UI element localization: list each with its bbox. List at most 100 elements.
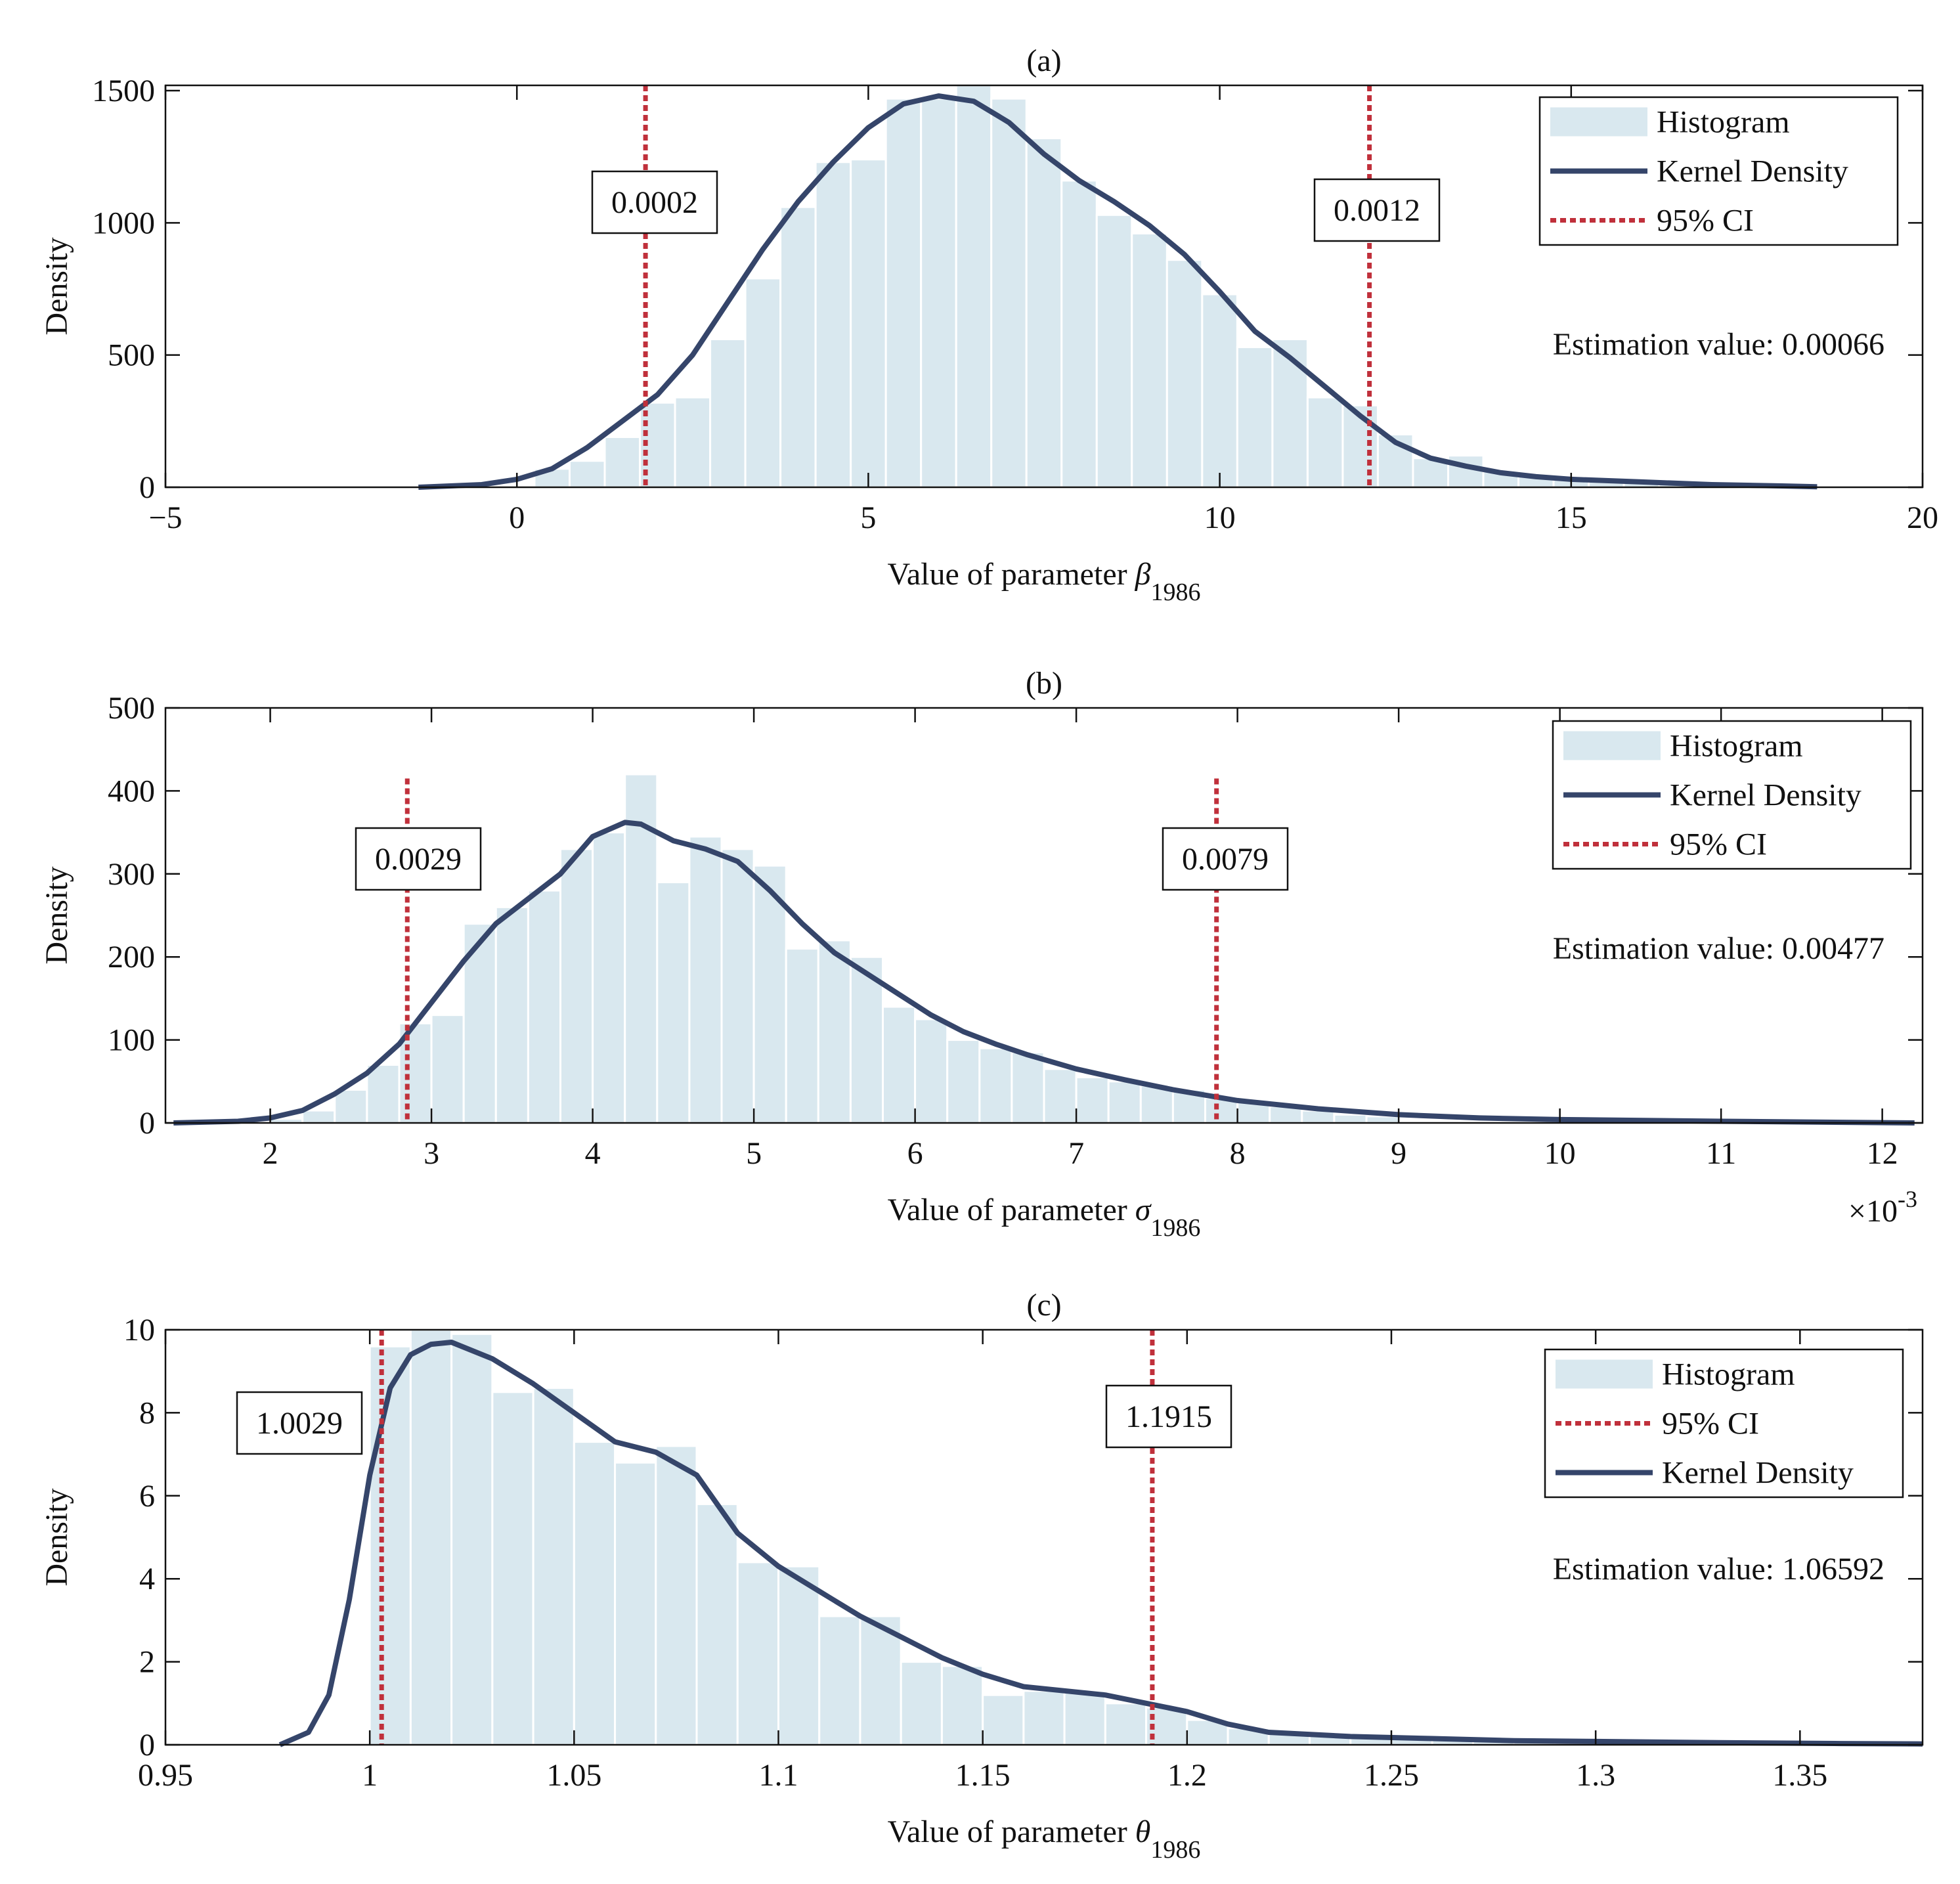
histogram-bar bbox=[450, 1332, 494, 1746]
histogram-bar bbox=[849, 955, 884, 1124]
x-tick-label: 15 bbox=[1556, 500, 1587, 535]
legend-entry: Kernel Density bbox=[1657, 154, 1848, 189]
histogram-bar bbox=[559, 848, 594, 1124]
histogram-bar bbox=[568, 460, 606, 489]
histogram-bar bbox=[1333, 1113, 1368, 1124]
x-tick-label: 1.2 bbox=[1167, 1758, 1207, 1793]
histogram-bar bbox=[777, 1565, 821, 1746]
histogram-bar bbox=[1236, 346, 1274, 489]
y-tick-label: 200 bbox=[108, 940, 155, 975]
legend-entry: 95% CI bbox=[1670, 827, 1767, 862]
histogram-bar bbox=[1447, 454, 1485, 489]
ci-label-box bbox=[1313, 178, 1441, 242]
x-tick-label: 0.95 bbox=[138, 1758, 193, 1793]
ci-label-b-upper: 0.0079 bbox=[1182, 842, 1269, 877]
x-tick-label: 1.05 bbox=[546, 1758, 601, 1793]
histogram-bar bbox=[955, 84, 993, 489]
x-tick-label: 20 bbox=[1907, 500, 1938, 535]
histogram-c bbox=[368, 1328, 1924, 1746]
histogram-bar bbox=[1025, 137, 1063, 489]
ci-label-c-upper: 1.1915 bbox=[1125, 1399, 1212, 1434]
histogram-bar bbox=[940, 1665, 984, 1746]
histogram-bar bbox=[695, 1502, 739, 1746]
y-tick-label: 8 bbox=[139, 1395, 155, 1430]
panel-title-a: (a) bbox=[1026, 43, 1061, 78]
legend-entry: 95% CI bbox=[1657, 204, 1754, 238]
x-axis-label-c: Value of parameter θ1986 bbox=[888, 1814, 1201, 1864]
y-tick-label: 4 bbox=[139, 1562, 155, 1596]
x-tick-label: 1.3 bbox=[1576, 1758, 1615, 1793]
histogram-bar bbox=[1165, 259, 1204, 489]
histogram-bar bbox=[656, 881, 691, 1124]
y-axis-label-b: Density bbox=[39, 866, 74, 964]
histogram-bar bbox=[1011, 1051, 1045, 1124]
histogram-bar bbox=[430, 1014, 465, 1124]
histogram-bar bbox=[592, 831, 626, 1124]
kernel-density-curve-a bbox=[418, 93, 1818, 490]
estimation-value-a: Estimation value: 0.00066 bbox=[1553, 327, 1884, 362]
histogram-bar bbox=[1271, 338, 1309, 489]
histogram-bar bbox=[900, 1661, 943, 1746]
histogram-bar bbox=[409, 1328, 453, 1746]
legend-entry: Kernel Density bbox=[1670, 778, 1862, 813]
histogram-bar bbox=[366, 1064, 401, 1124]
ci-label-box bbox=[355, 827, 482, 891]
legend-entry: 95% CI bbox=[1662, 1407, 1759, 1441]
histogram-bar bbox=[491, 1391, 534, 1746]
histogram-bar bbox=[527, 889, 561, 1124]
y-tick-label: 400 bbox=[108, 774, 155, 808]
histogram-bar bbox=[779, 206, 817, 489]
histogram-bar bbox=[368, 1345, 412, 1746]
histogram-bar bbox=[914, 1018, 949, 1124]
histogram-bar bbox=[709, 338, 747, 489]
histogram-bar bbox=[1301, 1109, 1336, 1124]
histogram-bar bbox=[603, 436, 642, 489]
histogram-bar bbox=[1063, 1690, 1106, 1746]
x-tick-label: 3 bbox=[424, 1136, 439, 1171]
histogram-bar bbox=[1043, 1068, 1078, 1124]
legend-entry: Histogram bbox=[1670, 729, 1803, 764]
histogram-bar bbox=[736, 1561, 779, 1746]
histogram-bar bbox=[859, 1615, 902, 1746]
x-tick-label: 1.15 bbox=[955, 1758, 1011, 1793]
y-axis-label-a: Density bbox=[39, 237, 74, 335]
x-exponent-label: ×10-3 bbox=[1848, 1186, 1917, 1229]
histogram-bar bbox=[850, 158, 887, 489]
y-tick-label: 0 bbox=[139, 1106, 155, 1141]
y-tick-label: 10 bbox=[123, 1313, 155, 1347]
histogram-bar bbox=[982, 1694, 1025, 1746]
x-tick-label: 1 bbox=[362, 1758, 378, 1793]
y-axis-label-c: Density bbox=[39, 1488, 74, 1586]
histogram-bar bbox=[674, 396, 712, 489]
y-tick-label: 0 bbox=[139, 470, 155, 505]
x-tick-label: −5 bbox=[148, 500, 182, 535]
panel-c: 1.0029 1.1915 0.95 1 1.05 1.1 1.15 1.2 1.25 1.3 1.… bbox=[39, 1288, 1924, 1864]
histogram-bar bbox=[978, 1047, 1013, 1124]
histogram-bar bbox=[1131, 232, 1168, 489]
histogram-bar bbox=[1022, 1690, 1066, 1746]
legend-a: Histogram Kernel Density 95% CI bbox=[1538, 96, 1899, 246]
histogram-bar bbox=[573, 1441, 617, 1746]
ci-label-box bbox=[236, 1391, 363, 1455]
ci-label-b-lower: 0.0029 bbox=[375, 842, 462, 877]
y-tick-label: 300 bbox=[108, 857, 155, 892]
legend-entry: Histogram bbox=[1657, 105, 1790, 140]
estimation-value-b: Estimation value: 0.00477 bbox=[1553, 931, 1884, 966]
ci-label-a-lower: 0.0002 bbox=[611, 185, 698, 220]
y-tick-label: 500 bbox=[108, 691, 155, 726]
x-axis-label-b: Value of parameter σ1986 bbox=[888, 1193, 1201, 1242]
x-tick-label: 5 bbox=[746, 1136, 762, 1171]
histogram-bar bbox=[990, 97, 1028, 489]
histogram-bar bbox=[655, 1445, 698, 1746]
y-tick-label: 0 bbox=[139, 1728, 155, 1763]
y-tick-label: 6 bbox=[139, 1479, 155, 1514]
estimation-value-c: Estimation value: 1.06592 bbox=[1553, 1552, 1884, 1587]
x-tick-label: 2 bbox=[263, 1136, 278, 1171]
x-tick-label: 4 bbox=[585, 1136, 601, 1171]
ci-label-a-upper: 0.0012 bbox=[1334, 193, 1420, 228]
histogram-bar bbox=[532, 1386, 575, 1746]
legend-entry: Kernel Density bbox=[1662, 1456, 1854, 1491]
legend-swatch-histogram bbox=[1550, 107, 1647, 137]
legend-swatch-histogram bbox=[1556, 1359, 1653, 1389]
